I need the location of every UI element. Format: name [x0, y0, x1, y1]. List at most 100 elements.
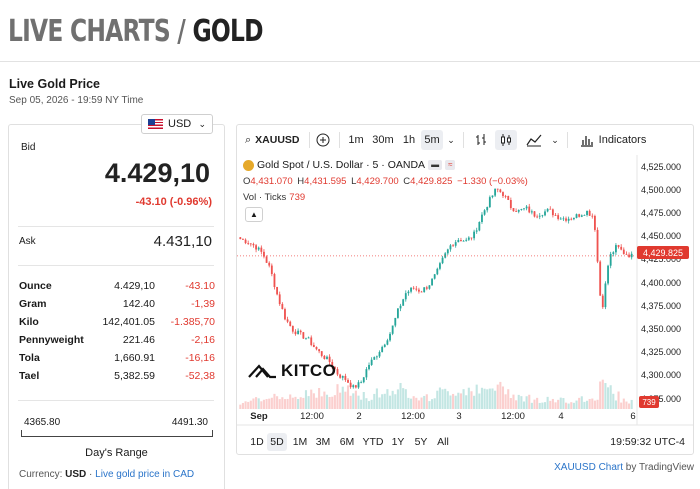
volume-bar	[612, 393, 615, 409]
candle-body	[284, 309, 286, 320]
timeframe-1y[interactable]: 1Y	[391, 436, 405, 448]
volume-bar	[630, 399, 633, 409]
x-tick-label: 6	[630, 411, 636, 422]
interval-chevron-icon[interactable]: ⌄	[447, 134, 455, 145]
interval-1m[interactable]: 1m	[348, 134, 364, 146]
candle-body	[444, 253, 447, 258]
timeframe-6m[interactable]: 6M	[339, 436, 355, 448]
candle-body	[517, 209, 520, 212]
volume-bar	[580, 396, 583, 409]
volume-bar	[509, 398, 512, 409]
chart-toolbar: ⌕ XAUUSD 1m 30m 1h 5m ⌄ ⌄ Indicators	[237, 125, 693, 155]
timeframe-5y[interactable]: 5Y	[414, 436, 428, 448]
volume-bar	[507, 389, 510, 409]
timeframe-5d[interactable]: 5D	[267, 433, 287, 451]
volume-bar	[557, 399, 560, 409]
timeframe-1m[interactable]: 1M	[292, 436, 308, 448]
candle-body	[541, 215, 544, 217]
time-axis[interactable]: Sep 12:00 2 12:00 3 12:00 4 6	[237, 411, 637, 425]
volume-bar	[543, 402, 547, 409]
candle-body	[530, 211, 533, 213]
timeframe-ytd[interactable]: YTD	[362, 436, 384, 448]
volume-bar	[567, 403, 570, 409]
volume-bar	[601, 379, 604, 409]
candle-body	[323, 355, 326, 359]
candle-body	[599, 261, 602, 296]
candle-body	[454, 242, 457, 246]
candle-body	[625, 253, 628, 255]
candle-body	[612, 252, 615, 254]
candle-body	[481, 214, 483, 223]
candle-body	[297, 330, 300, 335]
unit-name: Tola	[19, 352, 40, 364]
volume-bar	[291, 397, 294, 409]
candle-body	[502, 192, 504, 196]
price-chart-canvas[interactable]	[237, 125, 694, 455]
candle-body	[412, 287, 415, 289]
candle-body	[457, 240, 460, 243]
symbol-description: Gold Spot / U.S. Dollar · 5 · OANDA	[257, 159, 426, 171]
last-price-tag: 4,429.825	[637, 246, 689, 259]
volume-bar	[375, 388, 378, 409]
candle-body	[588, 210, 591, 216]
unit-change: -16,16	[185, 352, 215, 364]
last-volume-tag: 739	[639, 396, 659, 408]
volume-bar	[585, 400, 589, 409]
collapse-legend-button[interactable]: ▲	[245, 207, 263, 222]
title-gold: GOLD	[192, 14, 263, 49]
price-axis[interactable]: 4,525.000 4,500.000 4,475.000 4,450.000 4,42…	[637, 155, 693, 417]
volume-bar	[323, 391, 326, 409]
area-chart-type-button[interactable]	[523, 130, 545, 150]
symbol-search[interactable]: ⌕ XAUUSD	[245, 130, 305, 150]
bar-chart-type-button[interactable]	[471, 130, 491, 150]
chart-type-chevron-icon[interactable]: ⌄	[551, 134, 559, 145]
volume-bar	[588, 398, 591, 409]
candle-body	[486, 207, 489, 211]
volume-bar	[333, 395, 336, 409]
unit-name: Pennyweight	[19, 334, 84, 346]
interval-5m[interactable]: 5m	[421, 130, 443, 150]
volume-bar	[294, 396, 297, 409]
volume-bar	[494, 390, 497, 409]
interval-30m[interactable]: 30m	[372, 134, 394, 146]
timeframe-1d[interactable]: 1D	[250, 436, 264, 448]
timeframe-all[interactable]: All	[437, 436, 449, 448]
volume-bar	[378, 397, 381, 409]
page-title: LIVE CHARTS / GOLD	[8, 14, 264, 49]
volume-bar	[501, 386, 505, 409]
indicators-button[interactable]: Indicators	[577, 130, 649, 150]
candle-body	[441, 257, 444, 264]
candles-chart-type-button[interactable]	[495, 130, 517, 150]
volume-bar	[404, 389, 407, 409]
unit-price: 142.40	[122, 298, 155, 310]
indicators-label: Indicators	[598, 134, 647, 146]
candle-body	[488, 197, 491, 208]
volume-bar	[297, 399, 300, 409]
y-tick-label: 4,350.000	[641, 324, 682, 335]
candle-body	[357, 382, 360, 388]
interval-1h[interactable]: 1h	[402, 134, 416, 146]
candle-body	[436, 268, 439, 275]
candle-body	[341, 375, 344, 378]
cad-price-link[interactable]: Live gold price in CAD	[95, 469, 195, 480]
candle-body	[302, 332, 305, 339]
candle-body	[252, 243, 255, 246]
candle-body	[349, 382, 352, 388]
xauusd-chart-link[interactable]: XAUUSD Chart	[554, 462, 624, 473]
candle-body	[320, 351, 323, 356]
volume-bar	[394, 394, 397, 409]
candle-body	[475, 230, 478, 232]
y-tick-label: 4,275.000	[641, 393, 682, 404]
candle-body	[354, 385, 357, 388]
candle-body	[305, 338, 307, 340]
candle-body	[604, 283, 607, 308]
candle-body	[512, 208, 515, 212]
timeframe-3m[interactable]: 3M	[315, 436, 331, 448]
currency-select[interactable]: USD ⌄	[141, 114, 213, 134]
unit-price: 1,660.91	[114, 352, 155, 364]
unit-price: 142,401.05	[102, 316, 155, 328]
candle-body	[557, 215, 560, 219]
compare-button[interactable]	[313, 130, 333, 150]
section-title: Live Gold Price	[9, 77, 101, 91]
candle-body	[439, 263, 441, 269]
